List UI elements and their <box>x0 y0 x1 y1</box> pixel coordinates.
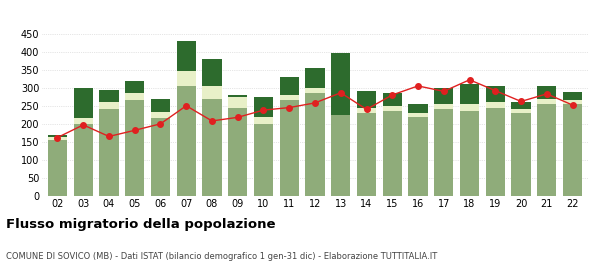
Bar <box>202 59 221 86</box>
Bar <box>460 84 479 104</box>
Bar <box>485 86 505 102</box>
Bar <box>357 113 376 196</box>
Bar <box>537 99 556 104</box>
Bar <box>125 100 145 196</box>
Bar <box>202 99 221 196</box>
Bar <box>511 113 530 196</box>
Bar <box>305 88 325 93</box>
Bar <box>485 108 505 196</box>
Bar <box>74 88 93 118</box>
Bar <box>409 104 428 113</box>
Bar <box>331 115 350 196</box>
Bar <box>151 112 170 118</box>
Bar <box>74 118 93 124</box>
Bar <box>48 140 67 196</box>
Bar <box>357 108 376 113</box>
Bar <box>48 135 67 137</box>
Bar <box>434 104 454 109</box>
Bar <box>305 93 325 196</box>
Bar <box>357 91 376 108</box>
Bar <box>434 109 454 196</box>
Bar <box>511 109 530 113</box>
Bar <box>537 104 556 196</box>
Bar <box>254 124 273 196</box>
Bar <box>176 71 196 86</box>
Bar <box>254 116 273 124</box>
Bar <box>511 102 530 109</box>
Text: COMUNE DI SOVICO (MB) - Dati ISTAT (bilancio demografico 1 gen-31 dic) - Elabora: COMUNE DI SOVICO (MB) - Dati ISTAT (bila… <box>6 252 437 261</box>
Bar <box>125 81 145 93</box>
Bar <box>176 41 196 71</box>
Bar <box>100 109 119 196</box>
Text: Flusso migratorio della popolazione: Flusso migratorio della popolazione <box>6 218 275 231</box>
Bar <box>125 93 145 100</box>
Bar <box>151 99 170 112</box>
Bar <box>537 86 556 99</box>
Bar <box>409 113 428 116</box>
Bar <box>305 68 325 88</box>
Bar <box>460 111 479 196</box>
Bar <box>228 95 247 97</box>
Bar <box>280 77 299 95</box>
Bar <box>228 108 247 196</box>
Bar <box>434 88 454 104</box>
Bar <box>100 102 119 109</box>
Bar <box>409 116 428 196</box>
Bar <box>383 111 402 196</box>
Bar <box>383 93 402 106</box>
Bar <box>331 53 350 115</box>
Bar <box>48 137 67 140</box>
Bar <box>228 97 247 108</box>
Bar <box>280 100 299 196</box>
Bar <box>563 92 582 100</box>
Bar <box>151 118 170 196</box>
Bar <box>74 124 93 196</box>
Bar <box>563 100 582 104</box>
Bar <box>485 102 505 108</box>
Bar <box>563 104 582 196</box>
Bar <box>100 90 119 102</box>
Bar <box>254 97 273 116</box>
Bar <box>383 106 402 111</box>
Bar <box>460 104 479 111</box>
Bar <box>176 86 196 196</box>
Bar <box>202 86 221 99</box>
Bar <box>280 95 299 100</box>
